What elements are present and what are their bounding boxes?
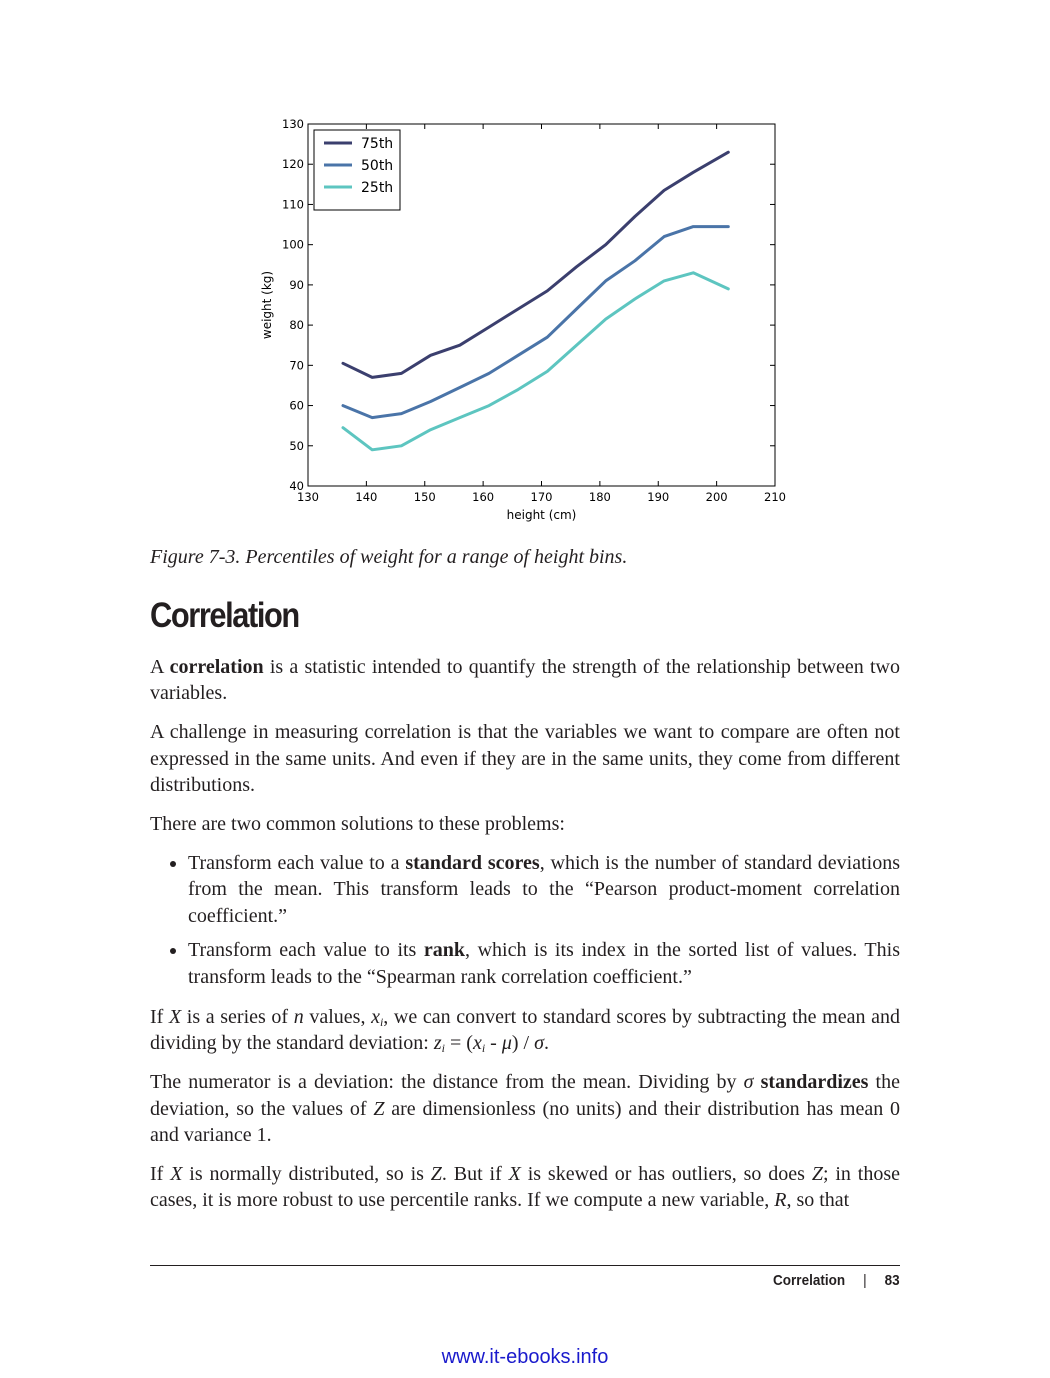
series-line-50th (341, 225, 730, 420)
y-tick-label: 120 (282, 157, 304, 171)
section-title: Correlation (150, 596, 300, 635)
paragraph-solutions-intro: There are two common solutions to these … (150, 813, 565, 836)
y-tick-label: 50 (289, 439, 304, 453)
term-correlation: correlation (169, 656, 264, 678)
figure-caption: Figure 7-3. Percentiles of weight for a … (150, 546, 628, 568)
list-item-standard-scores: Transform each value to a standard score… (188, 850, 900, 929)
series-line-75th (341, 150, 730, 379)
list-item-rank: Transform each value to its rank, which … (188, 937, 900, 990)
y-tick-label: 100 (282, 238, 304, 252)
x-axis-label: height (cm) (507, 508, 577, 522)
solutions-list: Transform each value to a standard score… (150, 850, 900, 990)
paragraph-standard-scores: If X is a series of n values, xi, we can… (150, 1005, 900, 1056)
x-tick-label: 200 (706, 490, 728, 504)
page-number: 83 (884, 1272, 900, 1289)
series-line-25th (341, 271, 730, 452)
x-tick-label: 180 (589, 490, 611, 504)
body-text: A correlation is a statistic intended to… (150, 654, 900, 1226)
y-tick-label: 70 (289, 358, 304, 372)
page-footer: Correlation | 83 (773, 1272, 900, 1289)
legend-label-50th: 50th (361, 158, 393, 174)
x-tick-label: 170 (531, 490, 553, 504)
footer-rule (150, 1265, 900, 1266)
y-tick-label: 90 (289, 278, 304, 292)
paragraph-definition: A correlation is a statistic intended to… (150, 656, 900, 705)
legend-label-25th: 25th (361, 180, 393, 196)
y-tick-label: 110 (282, 197, 304, 211)
x-tick-label: 130 (297, 490, 319, 504)
legend-label-75th: 75th (361, 136, 393, 152)
footer-separator: | (863, 1272, 867, 1289)
footer-section: Correlation (773, 1272, 846, 1289)
paragraph-robust: If X is normally distributed, so is Z. B… (150, 1163, 900, 1212)
x-tick-label: 190 (647, 490, 669, 504)
x-tick-label: 140 (355, 490, 377, 504)
y-tick-label: 130 (282, 117, 304, 131)
paragraph-challenge: A challenge in measuring correlation is … (150, 721, 900, 797)
paragraph-numerator: The numerator is a deviation: the distan… (150, 1071, 900, 1147)
y-tick-label: 40 (289, 479, 304, 493)
watermark-link[interactable]: www.it-ebooks.info (441, 1346, 609, 1368)
y-tick-label: 80 (289, 318, 304, 332)
percentile-line-chart: 130 140 150 160 170 180 190 200 210 40 50 60 70 80 90 1… (260, 117, 786, 522)
x-tick-label: 210 (764, 490, 786, 504)
x-tick-label: 150 (414, 490, 436, 504)
y-tick-label: 60 (289, 399, 304, 413)
y-axis-label: weight (kg) (260, 271, 274, 339)
x-tick-label: 160 (472, 490, 494, 504)
